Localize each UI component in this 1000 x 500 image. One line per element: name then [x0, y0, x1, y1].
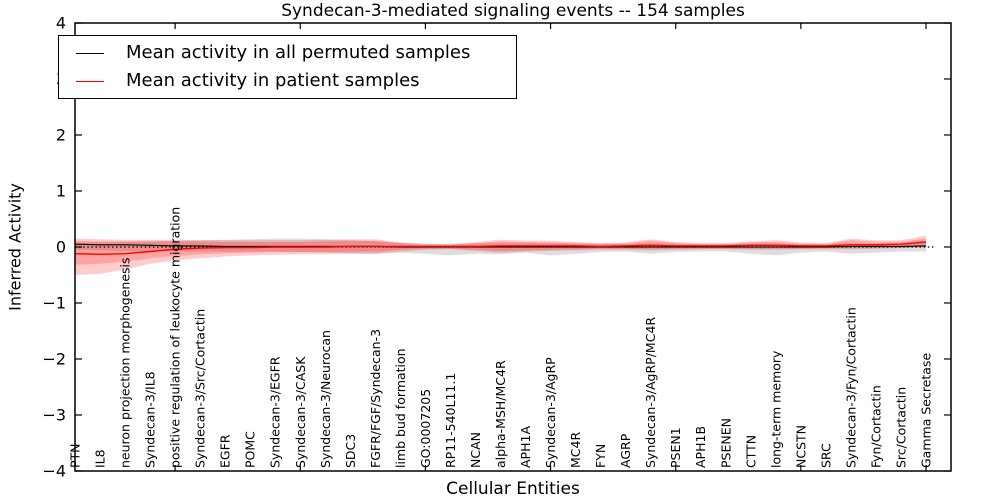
x-category-label: Syndecan-3/CASK — [293, 356, 308, 468]
red-line-swatch — [76, 80, 104, 82]
x-category-label: RP11-540L11.1 — [443, 373, 458, 468]
legend-label-permuted: Mean activity in all permuted samples — [126, 42, 471, 63]
x-category-label: FGFR/FGF/Syndecan-3 — [368, 329, 383, 468]
x-category-label: Syndecan-3/Fyn/Cortactin — [843, 307, 858, 468]
x-category-label: GO:0007205 — [418, 389, 433, 468]
x-category-label: IL8 — [93, 449, 108, 468]
x-category-label: Fyn/Cortactin — [868, 385, 883, 468]
legend-entry-permuted: Mean activity in all permuted samples — [76, 42, 516, 64]
x-category-label: Syndecan-3/AgRP/MC4R — [643, 317, 658, 468]
y-tick-label: 4 — [56, 14, 66, 33]
x-category-label: PSEN1 — [668, 427, 683, 468]
x-category-label: APH1B — [693, 426, 708, 468]
x-category-label: Syndecan-3/Src/Cortactin — [193, 309, 208, 468]
x-category-label: Syndecan-3/IL8 — [143, 371, 158, 468]
x-axis-label: Cellular Entities — [446, 479, 580, 499]
x-category-label: PTN — [68, 443, 83, 468]
x-category-label: POMC — [243, 431, 258, 468]
x-category-label: Syndecan-3/Neurocan — [318, 330, 333, 468]
y-tick-label: 1 — [56, 182, 66, 201]
x-category-label: positive regulation of leukocyte migrati… — [168, 207, 183, 468]
x-category-label: AGRP — [618, 433, 633, 468]
x-category-label: FYN — [593, 444, 608, 468]
y-tick-label: 0 — [56, 238, 66, 257]
x-category-label: alpha-MSH/MC4R — [493, 360, 508, 468]
x-category-label: limb bud formation — [393, 348, 408, 468]
y-tick-label: −3 — [42, 406, 66, 425]
x-category-label: EGFR — [218, 434, 233, 468]
series-line-patient — [74, 241, 927, 256]
x-category-label: CTTN — [743, 435, 758, 468]
y-tick-label: −4 — [42, 462, 66, 481]
x-category-label: NCAN — [468, 432, 483, 468]
band-patient-samples-range-inner — [75, 238, 926, 265]
x-category-label: SRC — [818, 443, 833, 468]
x-category-label: MC4R — [568, 432, 583, 468]
legend-entry-patient: Mean activity in patient samples — [76, 70, 516, 92]
x-category-label: Src/Cortactin — [894, 387, 909, 468]
x-category-label: neuron projection morphogenesis — [118, 257, 133, 468]
y-tick-label: −2 — [42, 350, 66, 369]
legend-box: Mean activity in all permuted samples Me… — [58, 35, 517, 99]
x-category-label: Gamma Secretase — [919, 353, 934, 468]
y-tick-label: −1 — [42, 294, 66, 313]
series-line-permuted — [74, 243, 927, 248]
x-category-label: Syndecan-3/AgRP — [543, 357, 558, 468]
y-tick-label: 2 — [56, 126, 66, 145]
x-category-label: NCSTN — [793, 425, 808, 468]
legend-label-patient: Mean activity in patient samples — [126, 70, 420, 91]
x-category-label: APH1A — [518, 426, 533, 468]
chart-title: Syndecan-3-mediated signaling events -- … — [281, 1, 745, 21]
x-category-label: Syndecan-3/EGFR — [268, 356, 283, 468]
x-category-label: SDC3 — [343, 434, 358, 468]
x-category-label: PSENEN — [718, 418, 733, 468]
black-line-swatch — [76, 52, 104, 54]
x-category-label: long-term memory — [768, 350, 783, 468]
